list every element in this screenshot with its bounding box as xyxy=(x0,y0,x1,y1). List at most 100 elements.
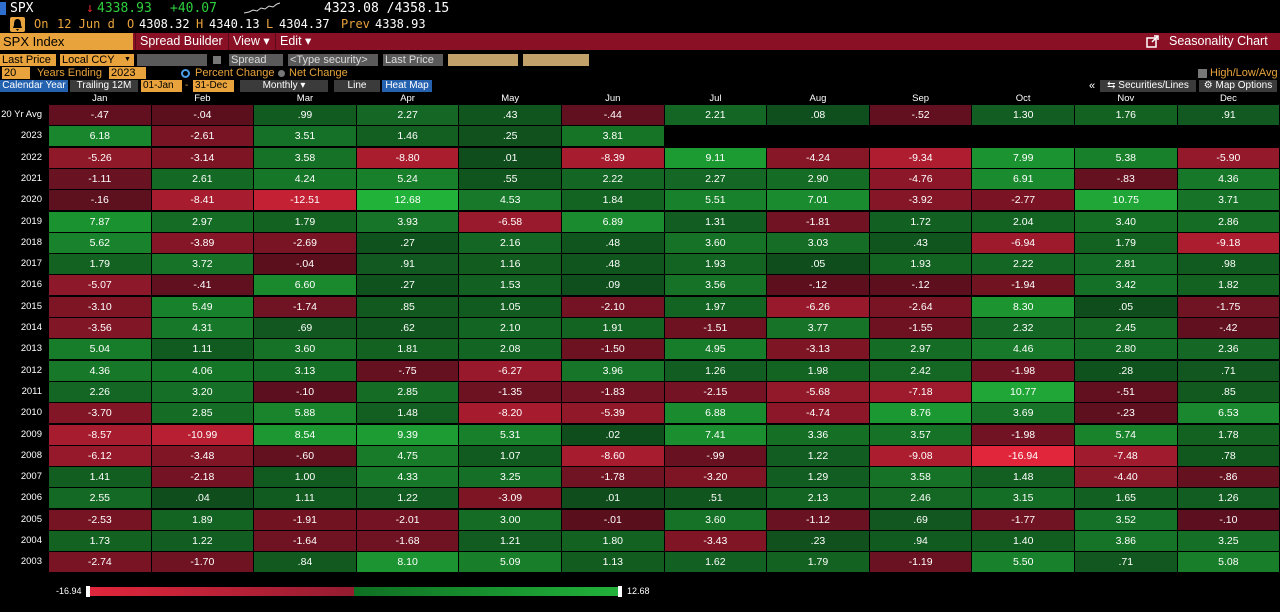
heatmap-cell[interactable]: 1.26 xyxy=(664,360,767,381)
heatmap-cell[interactable]: 5.88 xyxy=(254,403,356,424)
heatmap-cell[interactable]: 4.24 xyxy=(254,168,356,189)
heatmap-cell[interactable]: 5.62 xyxy=(49,232,151,253)
heatmap-cell[interactable]: -1.74 xyxy=(254,296,356,317)
heatmap-cell[interactable]: -.16 xyxy=(49,190,151,211)
heatmap-cell[interactable]: 6.89 xyxy=(562,211,664,232)
heatmap-cell[interactable]: -3.70 xyxy=(49,403,151,424)
heatmap-cell[interactable]: .51 xyxy=(664,488,767,509)
heatmap-cell[interactable]: 2.21 xyxy=(664,105,767,125)
heatmap-cell[interactable]: -3.14 xyxy=(151,147,254,168)
heatmap-cell[interactable]: 7.01 xyxy=(767,190,869,211)
heatmap-cell[interactable]: 3.25 xyxy=(1177,531,1280,551)
heatmap-cell[interactable]: 3.36 xyxy=(767,424,869,445)
heatmap-cell[interactable]: 3.60 xyxy=(664,509,767,530)
heatmap-cell[interactable]: -10.99 xyxy=(151,424,254,445)
heatmap-cell[interactable]: 2.10 xyxy=(459,318,561,338)
heatmap-cell[interactable]: 2.46 xyxy=(869,488,972,509)
heatmap-cell[interactable]: 1.79 xyxy=(1075,232,1177,253)
heatmap-cell[interactable]: -2.53 xyxy=(49,509,151,530)
heatmap-cell[interactable]: 1.41 xyxy=(49,467,151,488)
heatmap-cell[interactable]: -.47 xyxy=(49,105,151,125)
heatmap-cell[interactable]: -6.58 xyxy=(459,211,561,232)
heatmap-cell[interactable]: -6.94 xyxy=(972,232,1074,253)
heatmap-cell[interactable]: -1.91 xyxy=(254,509,356,530)
heatmap-cell[interactable]: -8.60 xyxy=(562,445,664,466)
heatmap-cell[interactable]: -1.11 xyxy=(49,168,151,189)
heatmap-cell[interactable]: .84 xyxy=(254,552,356,573)
heatmap-cell[interactable]: .85 xyxy=(356,296,459,317)
heatmap-cell[interactable]: -5.26 xyxy=(49,147,151,168)
heatmap-cell[interactable]: -5.90 xyxy=(1177,147,1280,168)
heatmap-cell[interactable]: 9.39 xyxy=(356,424,459,445)
heatmap-cell[interactable]: -5.07 xyxy=(49,275,151,296)
heatmap-cell[interactable]: .43 xyxy=(869,232,972,253)
heatmap-cell[interactable]: 2.27 xyxy=(664,168,767,189)
heatmap-cell[interactable]: -1.81 xyxy=(767,211,869,232)
heatmap-cell[interactable]: -.41 xyxy=(151,275,254,296)
heatmap-cell[interactable]: -.01 xyxy=(562,509,664,530)
heatmap-cell[interactable]: -2.77 xyxy=(972,190,1074,211)
to-date-input[interactable]: 31-Dec xyxy=(193,80,234,92)
heatmap-cell[interactable]: 5.08 xyxy=(1177,552,1280,573)
menu-view[interactable]: View ▾ xyxy=(228,33,274,50)
heatmap-cell[interactable]: 1.93 xyxy=(664,254,767,275)
heatmap-cell[interactable]: 3.72 xyxy=(151,254,254,275)
heatmap-cell[interactable]: 1.89 xyxy=(151,509,254,530)
trailing-12m-button[interactable]: Trailing 12M xyxy=(70,80,138,92)
heatmap-cell[interactable]: 3.13 xyxy=(254,360,356,381)
heatmap-cell[interactable]: 3.69 xyxy=(972,403,1074,424)
heatmap-cell[interactable]: 3.93 xyxy=(356,211,459,232)
blank-field-2[interactable] xyxy=(448,54,518,66)
heatmap-cell[interactable]: -8.57 xyxy=(49,424,151,445)
currency-select[interactable]: Local CCY xyxy=(60,54,134,66)
heatmap-cell[interactable]: .09 xyxy=(562,275,664,296)
heatmap-cell[interactable]: .69 xyxy=(869,509,972,530)
heatmap-cell[interactable]: 3.58 xyxy=(254,147,356,168)
heatmap-cell[interactable]: 1.40 xyxy=(972,531,1074,551)
heatmap-cell[interactable]: -8.39 xyxy=(562,147,664,168)
popout-icon[interactable] xyxy=(1146,35,1159,48)
heatmap-cell[interactable]: 1.82 xyxy=(1177,275,1280,296)
heatmap-cell[interactable]: 2.80 xyxy=(1075,339,1177,360)
heatmap-cell[interactable]: 9.11 xyxy=(664,147,767,168)
heatmap-cell[interactable]: 5.24 xyxy=(356,168,459,189)
heatmap-cell[interactable]: 4.36 xyxy=(49,360,151,381)
heatmap-cell[interactable]: 1.65 xyxy=(1075,488,1177,509)
heatmap-cell[interactable]: -1.98 xyxy=(972,424,1074,445)
heatmap-cell[interactable]: 2.32 xyxy=(972,318,1074,338)
heatmap-cell[interactable]: -.23 xyxy=(1075,403,1177,424)
heatmap-cell[interactable]: .02 xyxy=(562,424,664,445)
heatmap-cell[interactable]: .43 xyxy=(459,105,561,125)
heatmap-cell[interactable]: 3.77 xyxy=(767,318,869,338)
heatmap-cell[interactable]: .99 xyxy=(254,105,356,125)
heatmap-cell[interactable]: 1.80 xyxy=(562,531,664,551)
heatmap-cell[interactable]: 2.26 xyxy=(49,381,151,402)
calendar-year-button[interactable]: Calendar Year xyxy=(0,80,68,92)
heatmap-cell[interactable]: 5.49 xyxy=(151,296,254,317)
heatmap-cell[interactable]: -8.20 xyxy=(459,403,561,424)
legend-max-handle[interactable] xyxy=(618,586,622,597)
heatmap-cell[interactable]: 1.79 xyxy=(49,254,151,275)
heatmap-cell[interactable]: 2.45 xyxy=(1075,318,1177,338)
heatmap-cell[interactable]: -3.20 xyxy=(664,467,767,488)
line-button[interactable]: Line xyxy=(334,80,380,92)
heatmap-cell[interactable]: -6.12 xyxy=(49,445,151,466)
heatmap-cell[interactable]: -2.74 xyxy=(49,552,151,573)
from-date-input[interactable]: 01-Jan xyxy=(141,80,182,92)
heatmap-cell[interactable]: .05 xyxy=(1075,296,1177,317)
heatmap-cell[interactable]: -1.51 xyxy=(664,318,767,338)
heatmap-cell[interactable]: -6.26 xyxy=(767,296,869,317)
heatmap-cell[interactable]: 1.62 xyxy=(664,552,767,573)
heatmap-cell[interactable]: 2.85 xyxy=(356,381,459,402)
heatmap-cell[interactable]: 1.98 xyxy=(767,360,869,381)
heatmap-cell[interactable]: 1.22 xyxy=(356,488,459,509)
heatmap-cell[interactable]: -.04 xyxy=(151,105,254,125)
heatmap-cell[interactable]: .27 xyxy=(356,275,459,296)
heatmap-cell[interactable]: -7.18 xyxy=(869,381,972,402)
heatmap-cell[interactable]: -4.40 xyxy=(1075,467,1177,488)
heatmap-cell[interactable]: 4.06 xyxy=(151,360,254,381)
blank-field-3[interactable] xyxy=(523,54,589,66)
heatmap-cell[interactable]: 5.51 xyxy=(664,190,767,211)
heatmap-cell[interactable]: 3.52 xyxy=(1075,509,1177,530)
heatmap-cell[interactable]: .23 xyxy=(767,531,869,551)
